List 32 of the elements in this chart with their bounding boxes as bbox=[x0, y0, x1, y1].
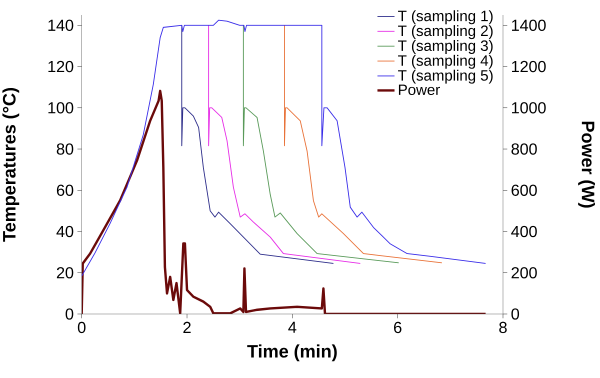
y-tick-label: 60 bbox=[56, 184, 74, 196]
y-tick-label: 80 bbox=[56, 143, 74, 155]
legend-label: Power bbox=[398, 84, 440, 96]
line-series bbox=[208, 24, 361, 264]
x-tick-label: 8 bbox=[499, 322, 507, 334]
y-tick-label: 140 bbox=[48, 20, 74, 31]
y-tick-label: 100 bbox=[48, 102, 74, 114]
y2-tick-label: 1200 bbox=[512, 60, 546, 72]
y-tick-label: 120 bbox=[48, 60, 74, 72]
legend-label: T (sampling 2) bbox=[398, 25, 493, 40]
y2-tick-label: 800 bbox=[511, 143, 537, 155]
legend-label: T (sampling 4) bbox=[398, 54, 493, 69]
y-axis-title: Temperatures (°C) bbox=[2, 88, 20, 242]
x-axis-title: Time (min) bbox=[247, 344, 337, 362]
y2-tick-label: 200 bbox=[512, 267, 537, 278]
y-tick-label: 0 bbox=[66, 308, 74, 320]
y2-axis-title: Power (W) bbox=[578, 122, 595, 208]
line-series bbox=[242, 24, 400, 264]
y2-tick-label: 1000 bbox=[512, 102, 546, 114]
y2-tick-label: 400 bbox=[511, 226, 537, 238]
x-tick-label: 0 bbox=[78, 322, 86, 334]
legend-label: T (sampling 5) bbox=[398, 70, 493, 84]
x-tick-label: 6 bbox=[394, 322, 402, 334]
x-tick-label: 4 bbox=[288, 322, 296, 333]
x-tick-label: 2 bbox=[183, 322, 191, 333]
legend-label: T (sampling 1) bbox=[398, 10, 493, 24]
y2-tick-label: 1400 bbox=[512, 20, 546, 31]
y-tick-label: 40 bbox=[56, 226, 74, 238]
y-tick-label: 20 bbox=[56, 267, 74, 278]
y2-tick-label: 600 bbox=[512, 184, 537, 196]
legend-label: T (sampling 3) bbox=[398, 40, 493, 54]
y2-tick-label: 0 bbox=[511, 308, 520, 320]
